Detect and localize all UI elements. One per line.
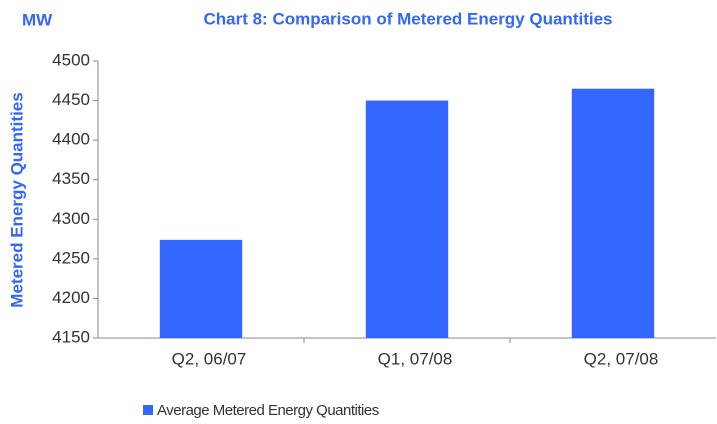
bar bbox=[571, 88, 655, 338]
y-tick-label: 4400 bbox=[52, 130, 90, 149]
bar bbox=[365, 100, 449, 338]
y-tick-label: 4250 bbox=[52, 248, 90, 267]
y-axis-label: Metered Energy Quantities bbox=[7, 92, 26, 307]
y-tick-label: 4500 bbox=[52, 50, 90, 69]
bar bbox=[159, 239, 243, 338]
y-tick-label: 4300 bbox=[52, 209, 90, 228]
y-tick-label: 4350 bbox=[52, 169, 90, 188]
chart-title: Chart 8: Comparison of Metered Energy Qu… bbox=[203, 9, 612, 28]
y-tick-label: 4450 bbox=[52, 90, 90, 109]
x-tick-label: Q2, 06/07 bbox=[172, 349, 247, 368]
legend-label: Average Metered Energy Quantities bbox=[157, 402, 379, 419]
legend-swatch bbox=[143, 405, 153, 415]
x-tick-label: Q2, 07/08 bbox=[584, 349, 659, 368]
x-tick-label: Q1, 07/08 bbox=[378, 349, 453, 368]
y-tick-label: 4150 bbox=[52, 327, 90, 346]
y-tick-label: 4200 bbox=[52, 288, 90, 307]
unit-label: MW bbox=[22, 10, 53, 29]
